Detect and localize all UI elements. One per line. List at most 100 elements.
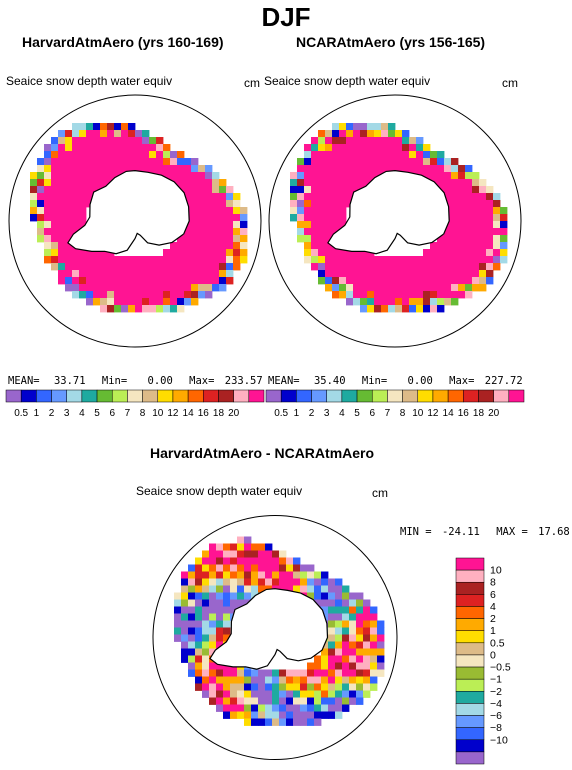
grid-cell bbox=[363, 641, 371, 649]
grid-cell bbox=[128, 270, 136, 278]
colorbar-tick-label: 8 bbox=[400, 408, 406, 419]
grid-cell bbox=[198, 207, 206, 215]
grid-cell bbox=[430, 242, 438, 250]
grid-cell bbox=[233, 214, 241, 222]
grid-cell bbox=[356, 599, 364, 607]
grid-cell bbox=[37, 235, 45, 243]
grid-cell bbox=[219, 207, 227, 215]
grid-cell bbox=[388, 151, 396, 159]
grid-cell bbox=[472, 284, 480, 292]
grid-cell bbox=[370, 683, 378, 691]
grid-cell bbox=[314, 599, 322, 607]
grid-cell bbox=[142, 305, 150, 313]
grid-cell bbox=[223, 704, 231, 712]
grid-cell bbox=[128, 144, 136, 152]
grid-cell bbox=[100, 165, 108, 173]
grid-cell bbox=[93, 123, 101, 131]
colorbar-tick-label: 0.5 bbox=[490, 637, 505, 649]
grid-cell bbox=[321, 669, 329, 677]
grid-cell bbox=[174, 620, 182, 628]
grid-cell bbox=[163, 151, 171, 159]
grid-cell bbox=[128, 130, 136, 138]
grid-cell bbox=[107, 123, 115, 131]
grid-cell bbox=[93, 151, 101, 159]
grid-cell bbox=[304, 228, 312, 236]
grid-cell bbox=[363, 662, 371, 670]
colorbar-tick-label: 16 bbox=[458, 408, 470, 419]
grid-cell bbox=[325, 137, 333, 145]
grid-cell bbox=[479, 242, 487, 250]
grid-cell bbox=[170, 263, 178, 271]
grid-cell bbox=[332, 186, 340, 194]
colorbar-tick-label: 20 bbox=[228, 408, 240, 419]
grid-cell bbox=[377, 634, 385, 642]
grid-cell bbox=[198, 186, 206, 194]
grid-cell bbox=[79, 214, 87, 222]
grid-cell bbox=[209, 543, 217, 551]
grid-cell bbox=[293, 585, 301, 593]
grid-cell bbox=[121, 165, 129, 173]
grid-cell bbox=[472, 277, 480, 285]
grid-cell bbox=[209, 550, 217, 558]
grid-cell bbox=[374, 123, 382, 131]
grid-cell bbox=[360, 137, 368, 145]
grid-cell bbox=[381, 130, 389, 138]
grid-cell bbox=[451, 186, 459, 194]
grid-cell bbox=[332, 151, 340, 159]
grid-cell bbox=[216, 620, 224, 628]
grid-cell bbox=[318, 242, 326, 250]
grid-cell bbox=[304, 200, 312, 208]
grid-cell bbox=[230, 704, 238, 712]
grid-cell bbox=[332, 284, 340, 292]
colorbar-swatch bbox=[493, 389, 510, 403]
grid-cell bbox=[142, 137, 150, 145]
grid-cell bbox=[237, 592, 245, 600]
grid-cell bbox=[307, 585, 315, 593]
grid-cell bbox=[409, 291, 417, 299]
grid-cell bbox=[44, 207, 52, 215]
grid-cell bbox=[444, 235, 452, 243]
grid-cell bbox=[202, 613, 210, 621]
grid-cell bbox=[286, 578, 294, 586]
grid-cell bbox=[472, 256, 480, 264]
grid-cell bbox=[44, 214, 52, 222]
grid-cell bbox=[107, 284, 115, 292]
grid-cell bbox=[300, 718, 308, 726]
grid-cell bbox=[279, 669, 287, 677]
grid-cell bbox=[226, 186, 234, 194]
grid-cell bbox=[181, 578, 189, 586]
grid-cell bbox=[409, 144, 417, 152]
grid-cell bbox=[209, 606, 217, 614]
grid-cell bbox=[328, 578, 336, 586]
grid-cell bbox=[223, 620, 231, 628]
colorbar-tick-label: 18 bbox=[473, 408, 485, 419]
grid-cell bbox=[149, 305, 157, 313]
grid-cell bbox=[65, 242, 73, 250]
grid-cell bbox=[328, 634, 336, 642]
grid-cell bbox=[293, 564, 301, 572]
grid-cell bbox=[311, 158, 319, 166]
grid-cell bbox=[195, 613, 203, 621]
grid-cell bbox=[307, 662, 315, 670]
grid-cell bbox=[437, 179, 445, 187]
grid-cell bbox=[198, 277, 206, 285]
grid-cell bbox=[290, 186, 298, 194]
grid-cell bbox=[279, 711, 287, 719]
grid-cell bbox=[318, 179, 326, 187]
grid-cell bbox=[335, 613, 343, 621]
grid-cell bbox=[437, 291, 445, 299]
grid-cell bbox=[356, 606, 364, 614]
grid-cell bbox=[430, 165, 438, 173]
grid-cell bbox=[311, 207, 319, 215]
grid-cell bbox=[163, 172, 171, 180]
grid-cell bbox=[300, 704, 308, 712]
grid-cell bbox=[318, 172, 326, 180]
grid-cell bbox=[318, 200, 326, 208]
grid-cell bbox=[223, 543, 231, 551]
grid-cell bbox=[237, 585, 245, 593]
grid-cell bbox=[356, 655, 364, 663]
colorbar-swatch bbox=[447, 389, 464, 403]
grid-cell bbox=[328, 620, 336, 628]
grid-cell bbox=[311, 193, 319, 201]
grid-cell bbox=[325, 165, 333, 173]
